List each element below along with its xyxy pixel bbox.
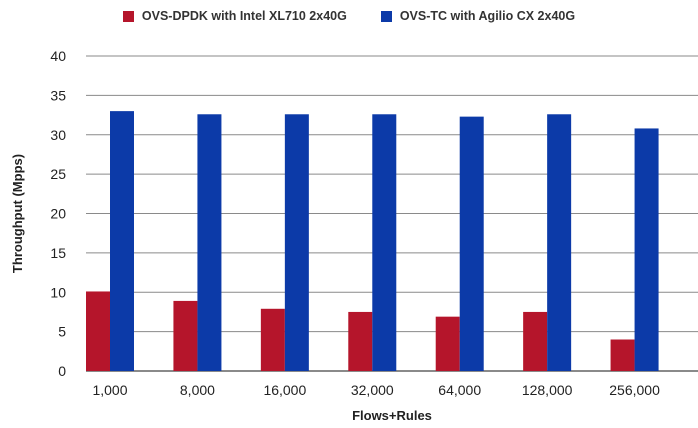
y-tick-label-35: 35	[50, 87, 66, 103]
x-tick-label-5: 128,000	[522, 382, 573, 398]
bar-series1-0	[110, 111, 134, 371]
y-tick-label-0: 0	[58, 363, 66, 379]
y-axis-title: Throughput (Mpps)	[10, 154, 25, 273]
y-axis-ticks: 0 5 10 15 20 25 30 35 40	[50, 48, 66, 379]
legend-swatch-ovs-tc	[380, 10, 392, 22]
bar-series1-6	[634, 128, 659, 371]
x-tick-label-6: 256,000	[609, 382, 660, 398]
y-tick-label-25: 25	[50, 166, 66, 182]
bar-series1-5	[547, 114, 572, 372]
x-axis-title: Flows+Rules	[352, 408, 432, 423]
bar-series0-6	[610, 339, 635, 371]
y-tick-label-10: 10	[50, 284, 66, 300]
bar-series1-1	[197, 114, 222, 372]
legend-label-ovs-dpdk: OVS-DPDK with Intel XL710 2x40G	[141, 9, 347, 23]
x-tick-label-1: 8,000	[180, 382, 215, 398]
bar-series1-2	[284, 114, 309, 372]
x-tick-label-0: 1,000	[92, 382, 127, 398]
y-tick-label-5: 5	[58, 324, 66, 340]
y-tick-label-40: 40	[50, 48, 66, 64]
x-tick-label-4: 64,000	[438, 382, 481, 398]
legend: OVS-DPDK with Intel XL710 2x40G OVS-TC w…	[0, 9, 698, 23]
bar-series1-4	[459, 116, 484, 371]
bar-series0-1	[173, 300, 198, 371]
x-tick-label-2: 16,000	[263, 382, 306, 398]
bar-series0-5	[523, 311, 548, 371]
bar-series1-3	[372, 114, 397, 372]
legend-item-ovs-tc: OVS-TC with Agilio CX 2x40G	[380, 9, 576, 23]
bar-series0-0	[86, 291, 110, 371]
x-tick-label-3: 32,000	[351, 382, 394, 398]
y-tick-label-15: 15	[50, 245, 66, 261]
y-tick-label-30: 30	[50, 127, 66, 143]
bar-series0-3	[348, 311, 373, 371]
bars	[86, 111, 659, 372]
y-tick-label-20: 20	[50, 206, 66, 222]
bar-series0-2	[260, 308, 285, 371]
bar-series0-4	[435, 316, 460, 371]
legend-label-ovs-tc: OVS-TC with Agilio CX 2x40G	[399, 9, 576, 23]
legend-swatch-ovs-dpdk	[122, 10, 134, 22]
x-axis-ticks: 1,000 8,000 16,000 32,000 64,000 128,000 256,0…	[92, 382, 660, 398]
legend-item-ovs-dpdk: OVS-DPDK with Intel XL710 2x40G	[122, 9, 347, 23]
